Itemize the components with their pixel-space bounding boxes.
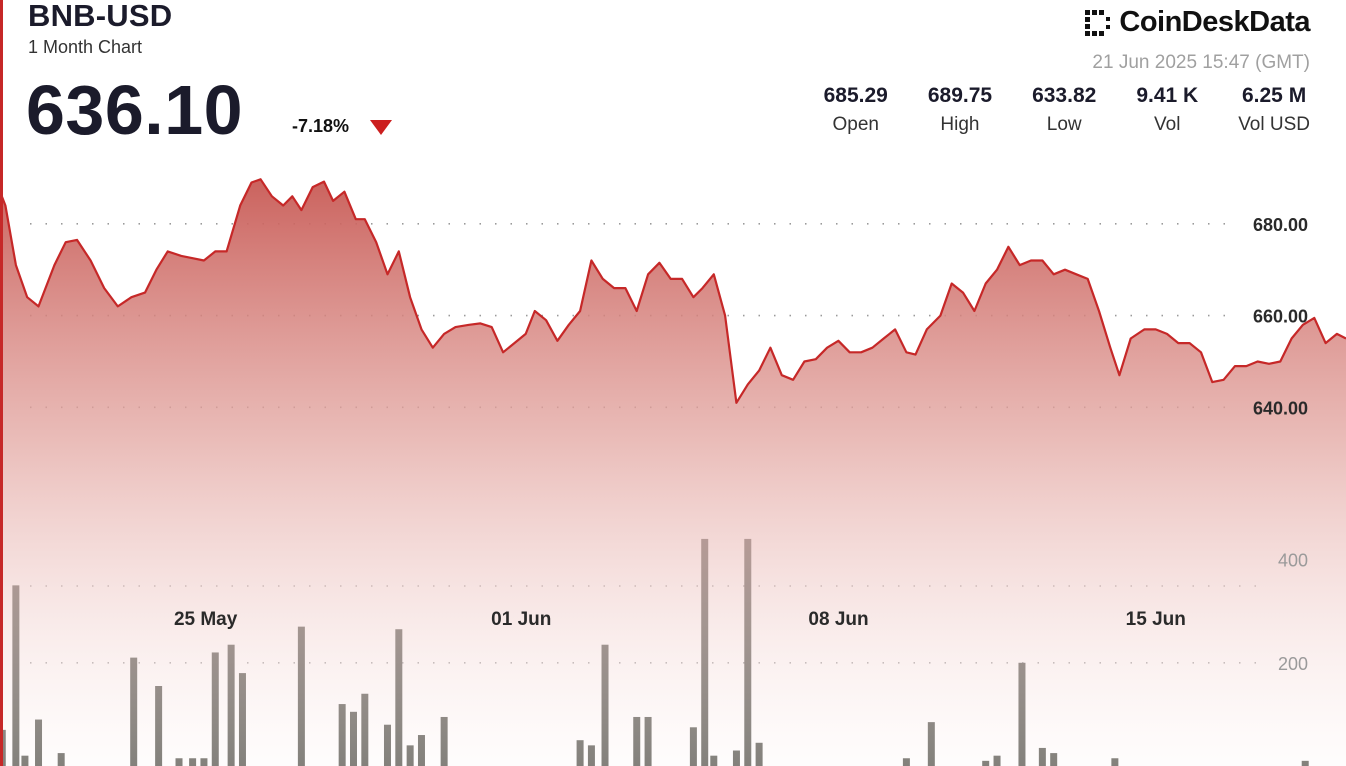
stat-high: 689.75 High [928,84,992,136]
stat-vol-usd: 6.25 M Vol USD [1238,84,1310,136]
logo-text: CoinDeskData [1119,6,1310,38]
price-tick-label: 660.00 [1253,307,1308,327]
stat-vol: 9.41 K Vol [1136,84,1198,136]
date-tick-label: 08 Jun [808,609,868,630]
stat-label: Vol [1154,114,1181,135]
date-tick-label: 15 Jun [1126,609,1186,630]
stat-open: 685.29 Open [824,84,888,136]
stat-label: Vol USD [1238,114,1310,135]
stats-panel: 685.29 Open 689.75 High 633.82 Low 9.41 … [784,84,1310,136]
stat-value: 689.75 [927,84,993,107]
stat-label: Low [1046,114,1082,135]
price-change: -7.18% [292,116,350,136]
chart-left-border [0,0,3,766]
stat-value: 9.41 K [1136,84,1199,107]
date-tick-label: 01 Jun [491,609,551,630]
price-line [0,178,1346,404]
price-tick-label: 640.00 [1253,398,1308,418]
stat-label: High [940,114,980,135]
timestamp: 21 Jun 2025 15:47 (GMT) [1092,52,1310,73]
period-label: 1 Month Chart [28,37,143,57]
stat-value: 685.29 [823,84,888,107]
down-triangle-icon [370,120,392,135]
stat-value: 633.82 [1032,84,1097,107]
coindesk-logo: CoinDeskData [1083,6,1310,39]
axis-labels: 640.00 660.00 680.00 200 400 25 May 01 Jun 08 J… [174,215,1308,674]
stat-low: 633.82 Low [1032,84,1096,136]
current-price: 636.10 [26,71,244,149]
volume-tick-label: 200 [1278,654,1308,674]
price-area [0,179,1346,766]
stat-value: 6.25 M [1241,84,1307,107]
coindesk-logo-icon [1085,9,1111,36]
volume-tick-label: 400 [1278,551,1308,571]
date-tick-label: 25 May [174,609,238,630]
symbol-title: BNB-USD [28,0,173,33]
stat-label: Open [832,114,879,135]
price-tick-label: 680.00 [1253,215,1308,235]
